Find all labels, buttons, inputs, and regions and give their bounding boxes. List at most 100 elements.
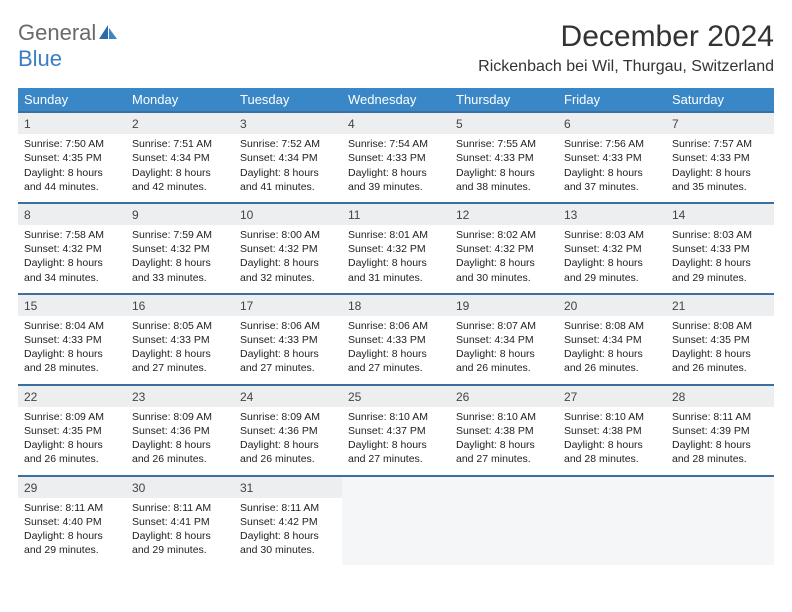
sunrise-text: Sunrise: 8:05 AM — [132, 319, 228, 333]
day-content-cell: Sunrise: 8:10 AMSunset: 4:38 PMDaylight:… — [558, 407, 666, 476]
day-content-row: Sunrise: 8:04 AMSunset: 4:33 PMDaylight:… — [18, 316, 774, 385]
day-content-cell: Sunrise: 8:09 AMSunset: 4:36 PMDaylight:… — [234, 407, 342, 476]
sunrise-text: Sunrise: 7:50 AM — [24, 137, 120, 151]
sunset-text: Sunset: 4:40 PM — [24, 515, 120, 529]
daylight-text: Daylight: 8 hours and 29 minutes. — [564, 256, 660, 284]
day-content-cell: Sunrise: 7:57 AMSunset: 4:33 PMDaylight:… — [666, 134, 774, 203]
sunset-text: Sunset: 4:38 PM — [564, 424, 660, 438]
day-content-cell: Sunrise: 7:54 AMSunset: 4:33 PMDaylight:… — [342, 134, 450, 203]
sunset-text: Sunset: 4:34 PM — [240, 151, 336, 165]
daylight-text: Daylight: 8 hours and 29 minutes. — [24, 529, 120, 557]
sunset-text: Sunset: 4:32 PM — [564, 242, 660, 256]
daylight-text: Daylight: 8 hours and 26 minutes. — [240, 438, 336, 466]
sunrise-text: Sunrise: 8:03 AM — [564, 228, 660, 242]
sunrise-text: Sunrise: 7:55 AM — [456, 137, 552, 151]
sunset-text: Sunset: 4:37 PM — [348, 424, 444, 438]
calendar-body: 1234567Sunrise: 7:50 AMSunset: 4:35 PMDa… — [18, 112, 774, 565]
day-content-row: Sunrise: 8:11 AMSunset: 4:40 PMDaylight:… — [18, 498, 774, 566]
sunset-text: Sunset: 4:36 PM — [132, 424, 228, 438]
day-number-cell: 18 — [342, 294, 450, 316]
daylight-text: Daylight: 8 hours and 32 minutes. — [240, 256, 336, 284]
logo-sail-icon — [98, 24, 118, 40]
month-title: December 2024 — [478, 20, 774, 54]
daylight-text: Daylight: 8 hours and 26 minutes. — [672, 347, 768, 375]
daylight-text: Daylight: 8 hours and 30 minutes. — [456, 256, 552, 284]
day-number-cell — [450, 476, 558, 498]
location-text: Rickenbach bei Wil, Thurgau, Switzerland — [478, 58, 774, 76]
sunrise-text: Sunrise: 8:10 AM — [564, 410, 660, 424]
weekday-header: Friday — [558, 88, 666, 112]
weekday-header: Wednesday — [342, 88, 450, 112]
day-number-cell: 8 — [18, 203, 126, 225]
daylight-text: Daylight: 8 hours and 39 minutes. — [348, 166, 444, 194]
sunset-text: Sunset: 4:33 PM — [240, 333, 336, 347]
day-number-cell: 20 — [558, 294, 666, 316]
daylight-text: Daylight: 8 hours and 27 minutes. — [348, 438, 444, 466]
sunrise-text: Sunrise: 8:09 AM — [132, 410, 228, 424]
day-number-cell: 17 — [234, 294, 342, 316]
day-content-cell: Sunrise: 7:52 AMSunset: 4:34 PMDaylight:… — [234, 134, 342, 203]
day-number-cell: 21 — [666, 294, 774, 316]
daylight-text: Daylight: 8 hours and 27 minutes. — [456, 438, 552, 466]
day-content-cell: Sunrise: 8:06 AMSunset: 4:33 PMDaylight:… — [342, 316, 450, 385]
sunrise-text: Sunrise: 7:51 AM — [132, 137, 228, 151]
daylight-text: Daylight: 8 hours and 30 minutes. — [240, 529, 336, 557]
day-content-cell — [558, 498, 666, 566]
day-number-cell: 22 — [18, 385, 126, 407]
daylight-text: Daylight: 8 hours and 26 minutes. — [24, 438, 120, 466]
daylight-text: Daylight: 8 hours and 41 minutes. — [240, 166, 336, 194]
day-content-cell: Sunrise: 8:08 AMSunset: 4:35 PMDaylight:… — [666, 316, 774, 385]
sunset-text: Sunset: 4:35 PM — [24, 424, 120, 438]
day-number-cell: 3 — [234, 112, 342, 134]
day-number-cell: 5 — [450, 112, 558, 134]
day-number-cell: 14 — [666, 203, 774, 225]
day-content-cell — [342, 498, 450, 566]
sunset-text: Sunset: 4:32 PM — [132, 242, 228, 256]
day-number-cell — [558, 476, 666, 498]
day-content-cell: Sunrise: 7:56 AMSunset: 4:33 PMDaylight:… — [558, 134, 666, 203]
weekday-header-row: Sunday Monday Tuesday Wednesday Thursday… — [18, 88, 774, 112]
day-content-cell: Sunrise: 8:10 AMSunset: 4:38 PMDaylight:… — [450, 407, 558, 476]
sunrise-text: Sunrise: 8:00 AM — [240, 228, 336, 242]
sunrise-text: Sunrise: 7:56 AM — [564, 137, 660, 151]
day-content-row: Sunrise: 7:58 AMSunset: 4:32 PMDaylight:… — [18, 225, 774, 294]
day-content-cell: Sunrise: 8:09 AMSunset: 4:36 PMDaylight:… — [126, 407, 234, 476]
daylight-text: Daylight: 8 hours and 42 minutes. — [132, 166, 228, 194]
day-number-cell: 2 — [126, 112, 234, 134]
daylight-text: Daylight: 8 hours and 26 minutes. — [132, 438, 228, 466]
day-content-cell: Sunrise: 8:11 AMSunset: 4:40 PMDaylight:… — [18, 498, 126, 566]
sunset-text: Sunset: 4:33 PM — [24, 333, 120, 347]
weekday-header: Tuesday — [234, 88, 342, 112]
day-number-cell: 9 — [126, 203, 234, 225]
daylight-text: Daylight: 8 hours and 29 minutes. — [132, 529, 228, 557]
sunrise-text: Sunrise: 7:57 AM — [672, 137, 768, 151]
sunset-text: Sunset: 4:33 PM — [348, 151, 444, 165]
day-content-cell: Sunrise: 7:50 AMSunset: 4:35 PMDaylight:… — [18, 134, 126, 203]
day-number-cell: 31 — [234, 476, 342, 498]
day-number-cell — [342, 476, 450, 498]
day-number-cell: 6 — [558, 112, 666, 134]
sunrise-text: Sunrise: 8:09 AM — [24, 410, 120, 424]
sunrise-text: Sunrise: 7:52 AM — [240, 137, 336, 151]
weekday-header: Sunday — [18, 88, 126, 112]
day-number-cell: 25 — [342, 385, 450, 407]
daylight-text: Daylight: 8 hours and 33 minutes. — [132, 256, 228, 284]
sunrise-text: Sunrise: 7:54 AM — [348, 137, 444, 151]
day-number-cell: 4 — [342, 112, 450, 134]
day-content-row: Sunrise: 8:09 AMSunset: 4:35 PMDaylight:… — [18, 407, 774, 476]
sunset-text: Sunset: 4:41 PM — [132, 515, 228, 529]
daylight-text: Daylight: 8 hours and 26 minutes. — [456, 347, 552, 375]
sunrise-text: Sunrise: 8:08 AM — [672, 319, 768, 333]
day-number-row: 1234567 — [18, 112, 774, 134]
sunrise-text: Sunrise: 8:06 AM — [348, 319, 444, 333]
sunset-text: Sunset: 4:42 PM — [240, 515, 336, 529]
daylight-text: Daylight: 8 hours and 26 minutes. — [564, 347, 660, 375]
sunset-text: Sunset: 4:35 PM — [24, 151, 120, 165]
sunrise-text: Sunrise: 8:08 AM — [564, 319, 660, 333]
day-content-cell — [450, 498, 558, 566]
day-number-cell: 23 — [126, 385, 234, 407]
day-content-cell: Sunrise: 7:55 AMSunset: 4:33 PMDaylight:… — [450, 134, 558, 203]
day-content-cell: Sunrise: 8:11 AMSunset: 4:42 PMDaylight:… — [234, 498, 342, 566]
sunrise-text: Sunrise: 8:10 AM — [348, 410, 444, 424]
day-number-row: 891011121314 — [18, 203, 774, 225]
